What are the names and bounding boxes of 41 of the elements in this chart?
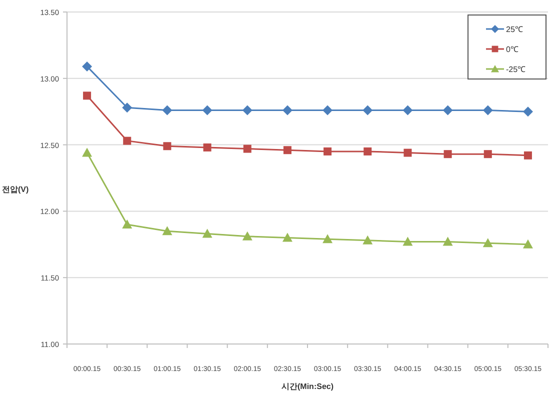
x-axis-title: 시간(Min:Sec) [282,382,334,391]
point [522,106,533,117]
point [442,105,453,116]
point [163,142,172,150]
point [202,228,212,238]
point [322,105,333,116]
point [362,235,373,244]
point [324,147,332,156]
legend-label: -25℃ [506,65,526,74]
point [243,144,252,153]
y-axis-title: 전압(V) [2,185,29,194]
point [364,147,372,156]
point [442,236,453,246]
point [122,102,132,113]
legend-label: 0℃ [506,45,518,54]
legend-label: 25℃ [506,25,523,34]
point [203,143,212,152]
point [202,105,212,116]
point [83,92,92,100]
point [283,146,292,154]
point [282,232,292,242]
point [242,105,252,116]
point [162,226,172,236]
point [282,105,292,116]
point [82,148,92,157]
point [123,136,132,145]
point [402,236,413,246]
point [404,148,412,157]
point [522,239,533,248]
point [122,219,132,228]
point [524,151,532,160]
point [402,105,413,116]
point [322,234,333,244]
point [242,231,252,240]
point [362,105,373,116]
point [82,61,92,72]
point [482,238,493,248]
point [484,150,492,158]
point [162,105,172,116]
point [444,150,452,158]
point [482,105,493,116]
